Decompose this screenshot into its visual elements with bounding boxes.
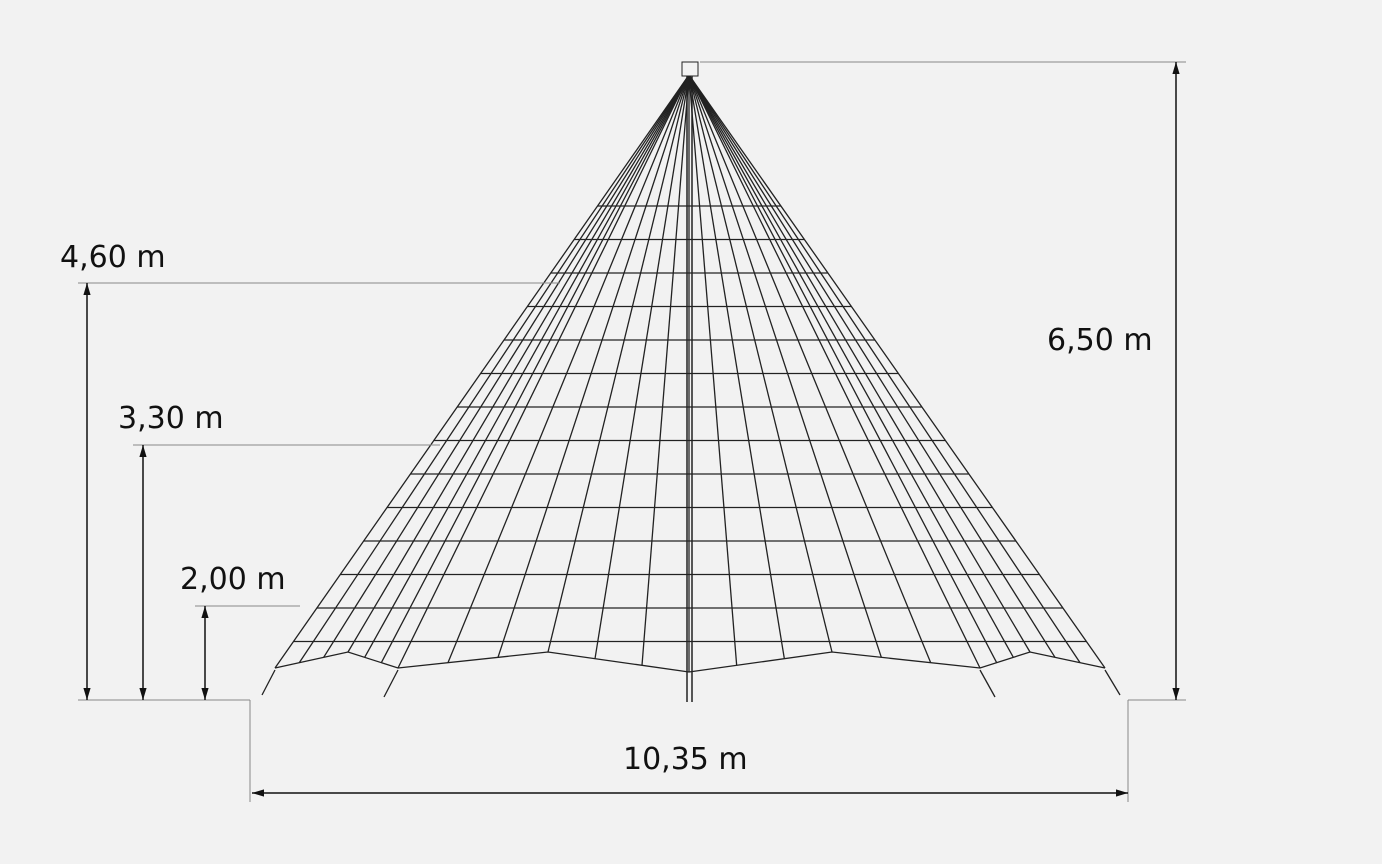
net-line [979,669,996,698]
net-line [688,74,998,663]
dimension-label: 2,00 m [180,562,286,597]
net-line [688,74,981,669]
dimension-label: 6,50 m [1047,323,1153,358]
net-line [688,74,833,653]
net-line [688,74,932,663]
net-line [1104,669,1121,696]
net-line [641,74,690,666]
net-line [383,669,399,698]
net [261,74,1121,698]
dimension-label: 4,60 m [60,240,166,275]
net-line [397,74,690,669]
net-line [323,74,690,658]
net-line [688,74,1031,653]
dimension-label: 10,35 m [623,742,748,777]
net-line [298,74,690,664]
net-line [380,74,690,663]
net-line [594,74,690,659]
net-line [274,651,1106,673]
net-line [497,74,690,658]
net-line [364,74,690,658]
net-line [688,74,738,666]
net-line [447,74,690,663]
net-line [688,74,882,658]
net-line [688,74,1014,658]
net-line [547,74,690,653]
net-line [347,74,690,653]
dimension-label: 3,30 m [118,401,224,436]
net-line [688,74,785,659]
net-line [274,74,690,669]
pole-top [681,61,699,77]
net-line [688,74,1106,669]
net-line [688,74,1056,658]
net-line [261,669,276,696]
net-line [688,74,1081,664]
